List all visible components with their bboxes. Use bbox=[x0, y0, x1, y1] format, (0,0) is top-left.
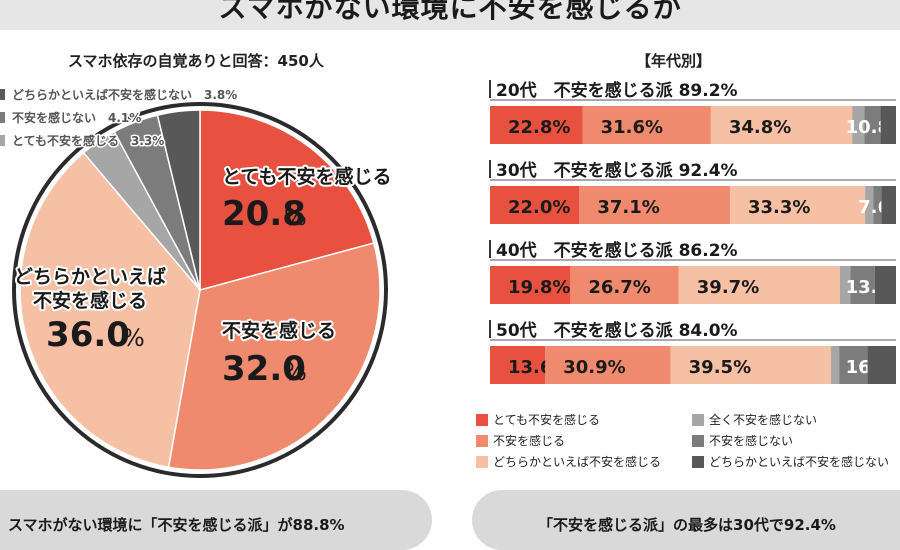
bar-label: 34.8% bbox=[729, 117, 791, 138]
bar-segment bbox=[678, 266, 840, 304]
bar-segment bbox=[582, 106, 711, 144]
bar-segment bbox=[710, 106, 853, 144]
bar-segment bbox=[670, 346, 832, 384]
legend-swatch bbox=[476, 413, 488, 426]
bar-segment bbox=[729, 186, 866, 224]
title-band bbox=[0, 0, 900, 30]
bar-segment bbox=[490, 346, 546, 384]
bar-segment bbox=[874, 266, 896, 304]
legend-item: 不安を感じない bbox=[692, 432, 793, 449]
legend-item: 不安を感じる bbox=[476, 432, 565, 449]
slice-unit: % bbox=[122, 324, 145, 352]
group-header: 50代 不安を感じる派 84.0% bbox=[496, 320, 738, 341]
left-summary-text: スマホがない環境に「不安を感じる派」が88.8% bbox=[8, 516, 345, 534]
slice-value: 32.0 bbox=[222, 349, 306, 389]
legend-label: どちらかといえば不安を感じる bbox=[493, 455, 662, 469]
outside-label: どちらかといえば不安を感じない 3.8% bbox=[12, 87, 237, 102]
bar-label: 31.6% bbox=[601, 117, 663, 138]
pie-slice bbox=[156, 109, 201, 291]
group-header: 30代 不安を感じる派 92.4% bbox=[496, 160, 738, 181]
slice-label: とても不安を感じる bbox=[222, 165, 391, 188]
bar-segment bbox=[831, 346, 840, 384]
bar-label: 30.9% bbox=[563, 357, 625, 378]
bar-segment bbox=[864, 106, 881, 144]
legend-label: 全く不安を感じない bbox=[709, 413, 818, 427]
group-bracket bbox=[489, 80, 491, 98]
bar-segment bbox=[839, 266, 851, 304]
legend-swatch bbox=[692, 413, 704, 426]
pie-slice bbox=[199, 109, 375, 291]
pie-slice bbox=[167, 242, 381, 471]
bar-segment bbox=[867, 346, 896, 384]
bar-label: 39.5% bbox=[689, 357, 751, 378]
bar-segment bbox=[579, 186, 730, 224]
bar-segment bbox=[839, 346, 868, 384]
bar-label: 33.3% bbox=[748, 197, 810, 218]
bar-segment bbox=[881, 186, 896, 224]
bar-label: 22.0% bbox=[508, 197, 570, 218]
slice-label: 不安を感じる bbox=[33, 289, 147, 312]
slice-value: 36.0 bbox=[46, 315, 130, 355]
group-bracket bbox=[489, 160, 491, 178]
legend-item: どちらかといえば不安を感じる bbox=[476, 453, 661, 470]
group-header: 40代 不安を感じる派 86.2% bbox=[496, 240, 738, 261]
legend-label: とても不安を感じる bbox=[493, 413, 601, 427]
legend-item: とても不安を感じる bbox=[476, 411, 600, 428]
group-header: 20代 不安を感じる派 89.2% bbox=[496, 80, 738, 101]
slice-unit: % bbox=[284, 203, 307, 231]
group-bracket bbox=[489, 320, 491, 338]
outside-label: 不安を感じない 4.1% bbox=[12, 110, 141, 125]
bar-segment bbox=[850, 266, 875, 304]
bar-segment bbox=[852, 106, 865, 144]
bar-label: 22.8% bbox=[508, 117, 570, 138]
legend-swatch bbox=[476, 434, 488, 447]
bar-segment bbox=[490, 106, 583, 144]
pie-outline bbox=[12, 102, 388, 478]
slice-label: 不安を感じる bbox=[222, 319, 336, 342]
bar-label: 37.1% bbox=[597, 197, 659, 218]
legend-label: 不安を感じない bbox=[709, 434, 794, 448]
bar-label: 39.7% bbox=[697, 277, 759, 298]
slice-unit: % bbox=[284, 358, 307, 386]
legend-item: どちらかといえば不安を感じない bbox=[692, 453, 889, 470]
legend-label: 不安を感じる bbox=[493, 434, 566, 448]
bar-segment bbox=[880, 106, 896, 144]
pie-slice bbox=[19, 151, 201, 469]
bar-subtitle: 【年代別】 bbox=[636, 52, 712, 70]
slice-label: どちらかといえば bbox=[14, 266, 166, 288]
group-bracket bbox=[489, 240, 491, 258]
bar-segment bbox=[490, 266, 571, 304]
legend-swatch bbox=[476, 455, 488, 468]
bar-label: 26.7% bbox=[588, 277, 650, 298]
outside-label-marker bbox=[0, 89, 5, 100]
legend-swatch bbox=[692, 434, 704, 447]
bar-label: 19.8% bbox=[508, 277, 570, 298]
bar-segment bbox=[570, 266, 679, 304]
bar-segment bbox=[865, 186, 874, 224]
slice-value: 20.8 bbox=[222, 194, 306, 234]
legend-swatch bbox=[692, 455, 704, 468]
bar-segment bbox=[490, 186, 580, 224]
legend-item: 全く不安を感じない bbox=[692, 411, 817, 428]
pie-subtitle: スマホ依存の自覚ありと回答：450人 bbox=[68, 52, 324, 70]
bar-segment bbox=[545, 346, 671, 384]
legend-label: どちらかといえば不安を感じない bbox=[709, 455, 890, 469]
right-summary-text: 「不安を感じる派」の最多は30代で92.4% bbox=[538, 516, 836, 534]
outside-label-marker bbox=[0, 135, 5, 146]
bar-segment bbox=[873, 186, 882, 224]
bar-label: 10.8 bbox=[846, 117, 890, 138]
outside-label-marker bbox=[0, 112, 5, 123]
outside-label: とても不安を感じる 3.3% bbox=[12, 133, 164, 148]
page-title: スマホがない環境に不安を感じるか bbox=[218, 0, 682, 24]
